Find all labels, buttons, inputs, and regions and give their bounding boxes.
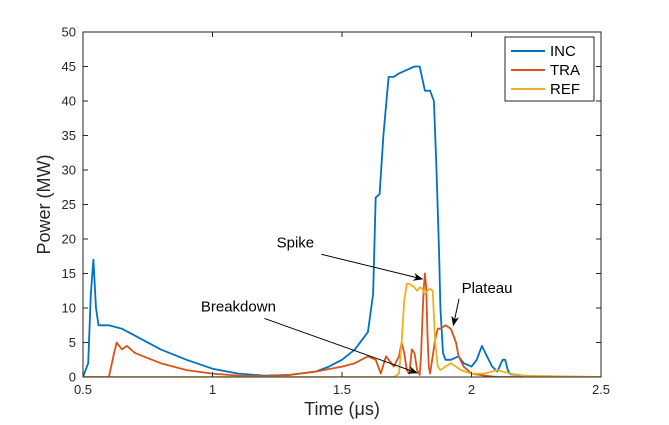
y-tick-label: 0	[69, 370, 76, 385]
legend-label-tra: TRA	[550, 62, 580, 79]
y-tick-label: 5	[69, 335, 76, 350]
x-tick-label: 2	[468, 382, 475, 397]
annotation-arrow-breakdown	[264, 317, 419, 374]
y-tick-label: 40	[62, 94, 76, 109]
y-tick-label: 45	[62, 59, 76, 74]
x-tick-label: 2.5	[592, 382, 610, 397]
y-tick-label: 30	[62, 163, 76, 178]
legend-label-ref: REF	[550, 81, 580, 98]
legend-label-inc: INC	[550, 43, 576, 60]
annotation-breakdown: Breakdown	[201, 298, 276, 315]
annotation-arrow-spike	[321, 253, 424, 281]
y-tick-label: 15	[62, 266, 76, 281]
y-tick-label: 10	[62, 301, 76, 316]
annotation-spike: Spike	[277, 234, 315, 251]
y-axis-title: Power (MW)	[34, 155, 54, 255]
x-tick-label: 1.5	[333, 382, 351, 397]
series-line-inc	[83, 65, 601, 377]
y-tick-label: 35	[62, 128, 76, 143]
annotation-plateau: Plateau	[462, 280, 513, 297]
y-tick-label: 20	[62, 232, 76, 247]
y-tick-label: 50	[62, 25, 76, 40]
series-line-ref	[83, 282, 601, 377]
x-axis-title: Time (μs)	[304, 399, 380, 419]
x-tick-label: 0.5	[74, 382, 92, 397]
annotation-arrow-plateau	[451, 298, 460, 327]
legend: INC TRA REF	[504, 36, 595, 102]
y-tick-label: 25	[62, 197, 76, 212]
x-tick-label: 1	[209, 382, 216, 397]
